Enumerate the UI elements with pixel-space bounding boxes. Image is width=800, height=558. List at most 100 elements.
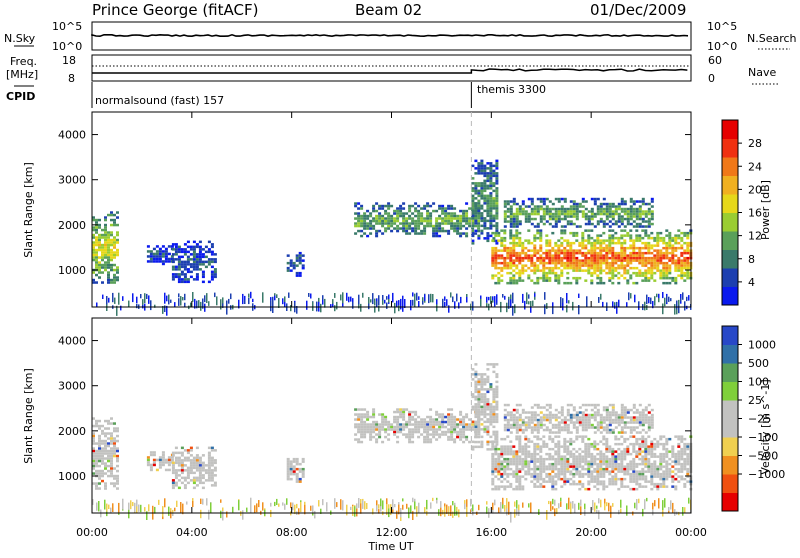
scatter-cell bbox=[524, 443, 527, 446]
scatter-cell bbox=[647, 234, 650, 237]
scatter-cell bbox=[184, 484, 187, 487]
scatter-cell bbox=[384, 217, 387, 220]
scatter-cell bbox=[208, 472, 211, 475]
scatter-cell bbox=[497, 465, 500, 468]
scatter-cell bbox=[531, 421, 534, 424]
scatter-cell bbox=[287, 262, 290, 265]
scatter-cell bbox=[683, 458, 686, 461]
scatter-cell bbox=[518, 450, 521, 453]
scatter-cell bbox=[492, 363, 495, 366]
scatter-cell bbox=[570, 213, 573, 216]
scatter-cell bbox=[582, 426, 585, 429]
scatter-cell bbox=[110, 239, 113, 242]
scatter-cell bbox=[390, 426, 393, 429]
scatter-cell bbox=[560, 249, 563, 252]
scatter-cell bbox=[608, 257, 611, 260]
scatter-cell bbox=[483, 220, 486, 223]
scatter-cell bbox=[662, 272, 665, 275]
scatter-cell bbox=[603, 419, 606, 422]
scatter-cell bbox=[156, 459, 159, 462]
scatter-cell bbox=[611, 483, 614, 486]
scatter-cell bbox=[573, 200, 576, 203]
scatter-cell bbox=[384, 418, 387, 421]
ground-scatter-cell bbox=[226, 304, 228, 315]
scatter-cell bbox=[477, 230, 480, 233]
scatter-cell bbox=[181, 256, 184, 259]
scatter-cell bbox=[518, 475, 521, 478]
scatter-cell bbox=[609, 210, 612, 213]
scatter-cell bbox=[603, 220, 606, 223]
scatter-cell bbox=[504, 414, 507, 417]
scatter-cell bbox=[116, 460, 119, 463]
scatter-cell bbox=[579, 419, 582, 422]
scatter-cell bbox=[645, 203, 648, 206]
scatter-cell bbox=[500, 480, 503, 483]
scatter-cell bbox=[641, 440, 644, 443]
scatter-cell bbox=[620, 252, 623, 255]
scatter-cell bbox=[617, 453, 620, 456]
scatter-cell bbox=[621, 200, 624, 203]
scatter-cell bbox=[489, 192, 492, 195]
scatter-cell bbox=[432, 210, 435, 213]
scatter-cell bbox=[506, 257, 509, 260]
scatter-cell bbox=[497, 262, 500, 265]
scatter-cell bbox=[468, 428, 471, 431]
scatter-cell bbox=[662, 465, 665, 468]
scatter-cell bbox=[611, 237, 614, 240]
scatter-cell bbox=[600, 426, 603, 429]
scatter-cell bbox=[515, 237, 518, 240]
scatter-cell bbox=[585, 416, 588, 419]
ground-scatter-cell bbox=[318, 500, 320, 506]
scatter-cell bbox=[518, 440, 521, 443]
scatter-cell bbox=[584, 239, 587, 242]
scatter-cell bbox=[630, 198, 633, 201]
scatter-cell bbox=[435, 230, 438, 233]
scatter-cell bbox=[530, 257, 533, 260]
scatter-cell bbox=[509, 252, 512, 255]
scatter-cell bbox=[668, 468, 671, 471]
scatter-cell bbox=[554, 463, 557, 466]
scatter-cell bbox=[612, 414, 615, 417]
scatter-cell bbox=[680, 259, 683, 262]
scatter-cell bbox=[644, 478, 647, 481]
scatter-cell bbox=[293, 473, 296, 476]
scatter-cell bbox=[516, 208, 519, 211]
scatter-cell bbox=[104, 256, 107, 259]
ground-scatter-cell bbox=[618, 300, 620, 308]
scatter-cell bbox=[539, 438, 542, 441]
scatter-cell bbox=[572, 264, 575, 267]
scatter-cell bbox=[549, 429, 552, 432]
scatter-cell bbox=[602, 239, 605, 242]
scatter-cell bbox=[587, 443, 590, 446]
scatter-cell bbox=[596, 478, 599, 481]
scatter-cell bbox=[662, 480, 665, 483]
scatter-cell bbox=[530, 264, 533, 267]
scatter-cell bbox=[605, 244, 608, 247]
scatter-cell bbox=[639, 431, 642, 434]
scatter-cell bbox=[187, 452, 190, 455]
scatter-cell bbox=[426, 441, 429, 444]
scatter-cell bbox=[417, 421, 420, 424]
scatter-cell bbox=[542, 460, 545, 463]
ground-scatter-cell bbox=[442, 299, 444, 308]
scatter-cell bbox=[557, 274, 560, 277]
scatter-cell bbox=[644, 242, 647, 245]
scatter-cell bbox=[196, 253, 199, 256]
scatter-cell bbox=[459, 227, 462, 230]
scatter-cell bbox=[653, 237, 656, 240]
scatter-cell bbox=[599, 450, 602, 453]
scatter-cell bbox=[98, 276, 101, 279]
ground-scatter-cell bbox=[298, 508, 300, 514]
scatter-cell bbox=[579, 421, 582, 424]
scatter-cell bbox=[453, 225, 456, 228]
scatter-cell bbox=[491, 257, 494, 260]
scatter-cell bbox=[635, 443, 638, 446]
scatter-cell bbox=[450, 433, 453, 436]
scatter-cell bbox=[569, 478, 572, 481]
scatter-cell bbox=[429, 438, 432, 441]
scatter-cell bbox=[175, 477, 178, 480]
scatter-cell bbox=[608, 267, 611, 270]
ground-scatter-cell bbox=[686, 297, 688, 301]
scatter-cell bbox=[480, 195, 483, 198]
scatter-cell bbox=[302, 475, 305, 478]
